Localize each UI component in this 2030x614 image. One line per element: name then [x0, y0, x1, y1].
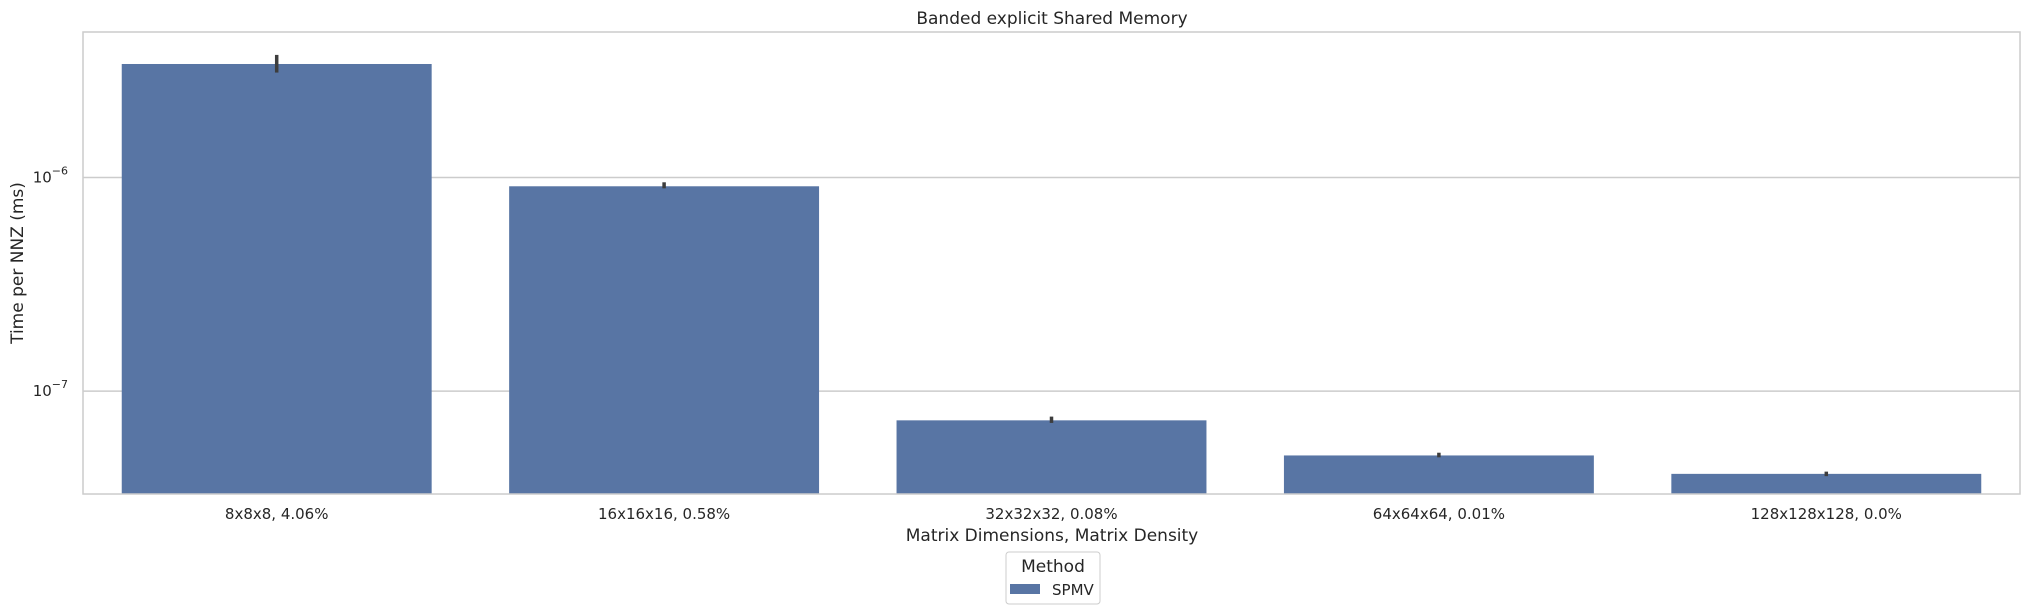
x-tick-label: 64x64x64, 0.01% — [1373, 505, 1505, 523]
y-tick-label: 10−7 — [33, 378, 68, 400]
bar — [121, 63, 432, 495]
x-tick-label: 32x32x32, 0.08% — [985, 505, 1117, 523]
chart-title: Banded explicit Shared Memory — [916, 9, 1187, 29]
x-tick-label: 128x128x128, 0.0% — [1751, 505, 1902, 523]
bar — [509, 186, 820, 494]
bar — [896, 420, 1207, 494]
legend: Method SPMV — [1005, 551, 1101, 605]
legend-title: Method — [1021, 557, 1085, 577]
error-bars — [274, 54, 1829, 477]
x-axis-label: Matrix Dimensions, Matrix Density — [906, 526, 1199, 546]
y-axis-label: Time per NNZ (ms) — [8, 182, 28, 345]
bar — [1671, 473, 1982, 494]
x-tick-labels: 8x8x8, 4.06% 16x16x16, 0.58% 32x32x32, 0.0… — [225, 505, 1902, 523]
bar — [1283, 455, 1594, 494]
bars — [121, 63, 1982, 495]
legend-swatch-spmv — [1010, 584, 1040, 594]
plot-frame — [82, 31, 2021, 495]
x-tick-label: 16x16x16, 0.58% — [598, 505, 730, 523]
y-tick-labels: 10−7 10−6 — [33, 165, 68, 401]
legend-label-spmv: SPMV — [1052, 581, 1095, 599]
x-tick-label: 8x8x8, 4.06% — [225, 505, 329, 523]
y-tick-label: 10−6 — [33, 165, 68, 187]
